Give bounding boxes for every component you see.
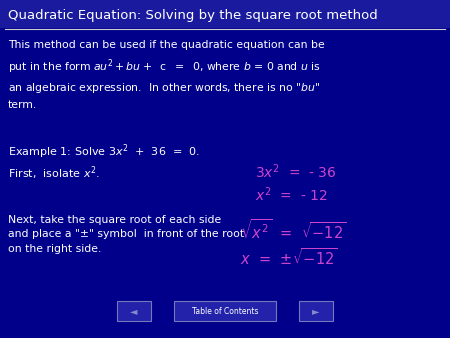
- FancyBboxPatch shape: [117, 301, 151, 321]
- Text: Next, take the square root of each side
and place a "±" symbol  in front of the : Next, take the square root of each side …: [8, 215, 244, 254]
- Text: Quadratic Equation: Solving by the square root method: Quadratic Equation: Solving by the squar…: [8, 8, 378, 22]
- Text: $x$  =  $\pm\sqrt{-12}$: $x$ = $\pm\sqrt{-12}$: [240, 247, 338, 268]
- Text: ►: ►: [312, 306, 320, 316]
- Text: Example 1: Solve $3x^2$  +  36  =  0.: Example 1: Solve $3x^2$ + 36 = 0.: [8, 142, 200, 161]
- FancyBboxPatch shape: [299, 301, 333, 321]
- FancyBboxPatch shape: [174, 301, 276, 321]
- Text: $3x^2$  =  - 36: $3x^2$ = - 36: [255, 162, 337, 180]
- Text: ◄: ◄: [130, 306, 138, 316]
- Text: $\sqrt{x^2}$  =  $\sqrt{-12}$: $\sqrt{x^2}$ = $\sqrt{-12}$: [240, 218, 346, 242]
- Text: $x^2$  =  - 12: $x^2$ = - 12: [255, 185, 328, 203]
- Text: First,  isolate $x^2$.: First, isolate $x^2$.: [8, 164, 100, 182]
- Text: This method can be used if the quadratic equation can be
put in the form $au^2 +: This method can be used if the quadratic…: [8, 40, 325, 110]
- Text: Table of Contents: Table of Contents: [192, 307, 258, 315]
- Bar: [0, 0, 450, 28]
